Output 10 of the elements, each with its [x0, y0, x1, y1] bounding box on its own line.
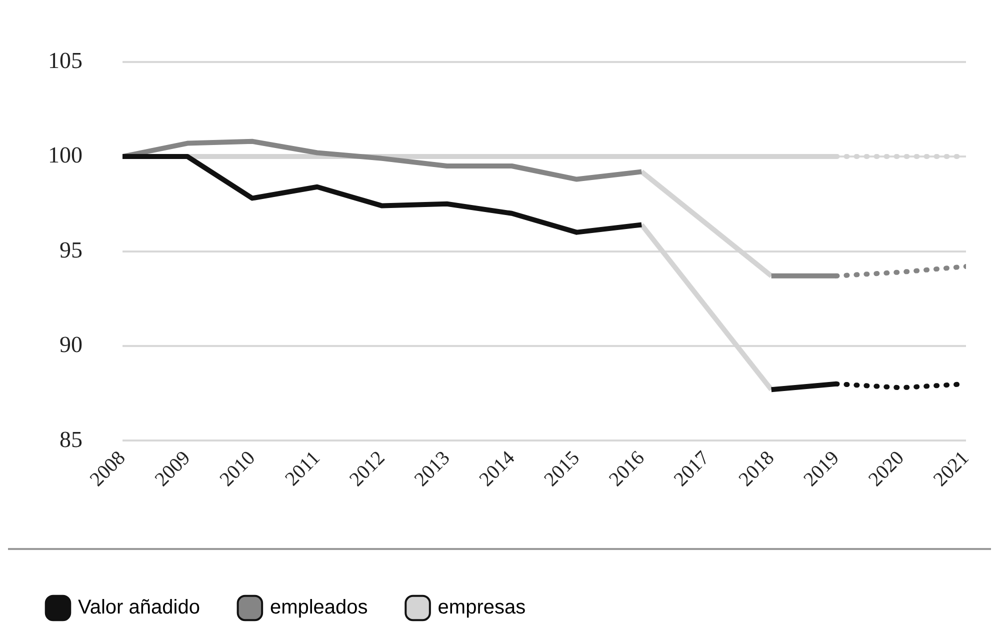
y-tick-label: 90 — [60, 332, 82, 358]
x-tick-label: 2021 — [929, 446, 974, 491]
y-tick-label: 95 — [60, 237, 82, 262]
y-tick-label: 85 — [60, 426, 82, 452]
y-tick-label: 105 — [48, 48, 82, 73]
legend-label: empleados — [270, 596, 368, 619]
y-tick-label: 100 — [48, 142, 82, 168]
legend-label: Valor añadido — [78, 596, 200, 619]
x-tick-label: 2011 — [281, 446, 324, 490]
legend-label: empresas — [438, 596, 526, 619]
